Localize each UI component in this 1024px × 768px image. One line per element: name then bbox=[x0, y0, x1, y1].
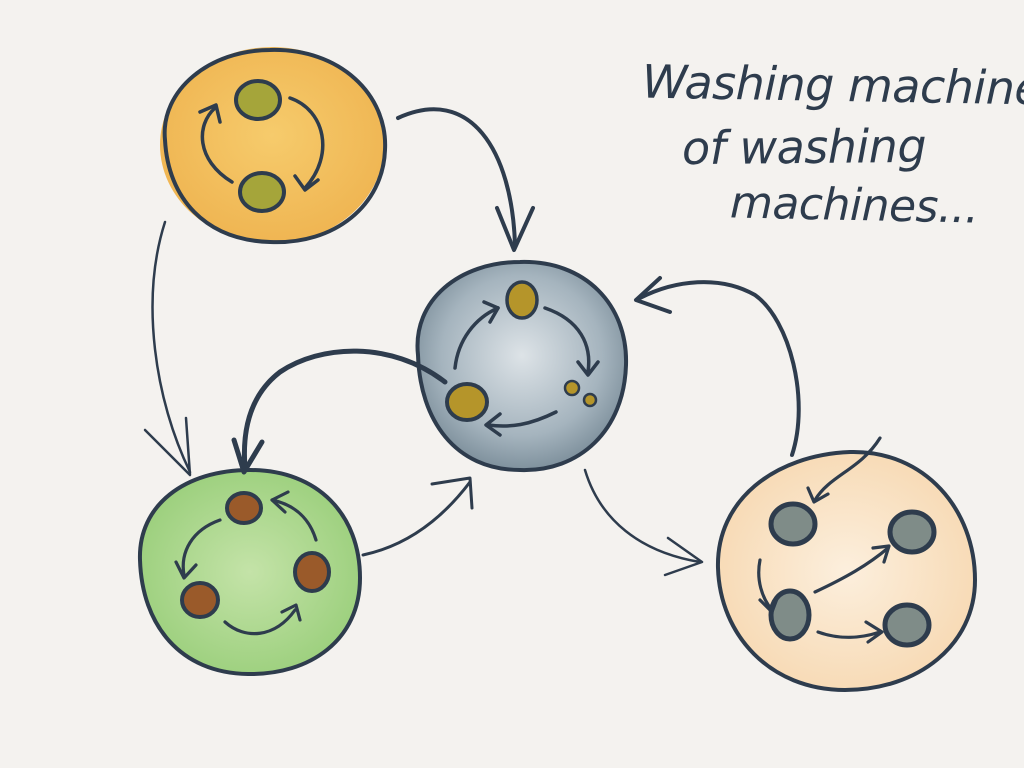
orange-node-top bbox=[234, 79, 282, 121]
arrow-slate-to-peach bbox=[583, 468, 702, 564]
open-arrowhead-icon bbox=[663, 536, 704, 577]
slate-machine-outline bbox=[415, 259, 629, 473]
title-line-3: machines... bbox=[729, 177, 979, 234]
orange-machine-outline bbox=[162, 47, 388, 245]
open-arrowhead-icon bbox=[430, 476, 474, 510]
peach-node-top-right bbox=[887, 509, 937, 555]
peach-node-top-left bbox=[768, 501, 818, 547]
connector-arrows bbox=[143, 107, 801, 577]
green-node-left bbox=[180, 581, 220, 619]
green-machine-outline bbox=[137, 467, 363, 677]
open-arrowhead-icon bbox=[231, 437, 265, 475]
green-machine bbox=[137, 467, 363, 677]
arrow-slate-to-green bbox=[241, 348, 448, 471]
orange-machine-body bbox=[160, 47, 384, 243]
green-node-top bbox=[225, 491, 263, 525]
peach-machine bbox=[715, 436, 978, 693]
slate-node-small-2 bbox=[582, 392, 598, 408]
open-arrowhead-icon bbox=[634, 276, 672, 314]
title-line-2: of washing bbox=[681, 118, 927, 176]
orange-node-bottom bbox=[238, 171, 286, 213]
peach-node-bottom-right bbox=[882, 602, 932, 648]
slate-node-top bbox=[505, 280, 539, 320]
title-line-1: Washing machine bbox=[641, 54, 1024, 116]
open-arrowhead-icon bbox=[495, 206, 535, 252]
slate-node-left bbox=[445, 382, 489, 422]
cycle-arrows-icon bbox=[453, 300, 600, 437]
orange-machine bbox=[160, 47, 388, 245]
open-arrowhead-icon bbox=[143, 416, 192, 477]
slate-node-small-1 bbox=[563, 379, 581, 397]
cycle-arrows-icon bbox=[174, 490, 318, 636]
arrow-green-to-slate bbox=[361, 480, 472, 557]
slate-machine bbox=[415, 259, 629, 473]
peach-machine-outline bbox=[715, 449, 978, 693]
arrow-peach-to-slate bbox=[638, 280, 801, 457]
green-node-right bbox=[293, 551, 331, 593]
arrow-orange-to-green bbox=[151, 220, 192, 474]
arrow-orange-to-slate bbox=[396, 107, 517, 247]
peach-node-bottom-left bbox=[768, 588, 812, 642]
cycle-arrows-icon bbox=[757, 436, 891, 644]
cycle-arrows-icon bbox=[198, 96, 325, 192]
